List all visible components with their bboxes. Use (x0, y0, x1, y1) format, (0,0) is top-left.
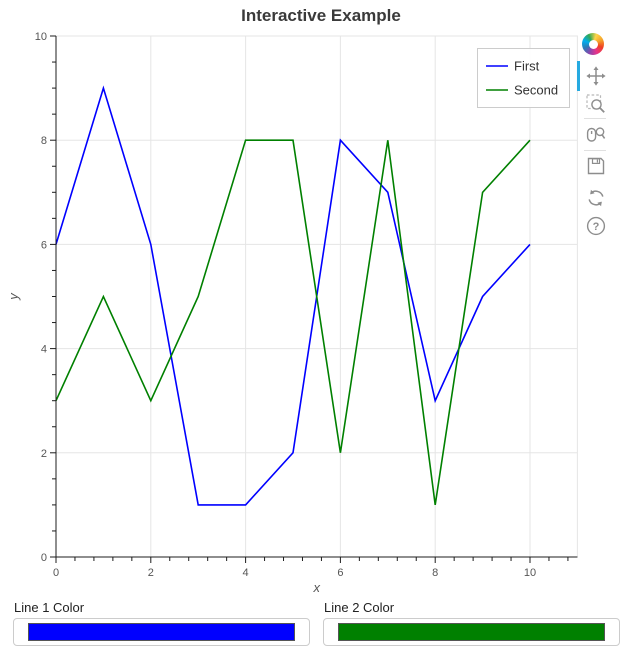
line1-color-label: Line 1 Color (14, 600, 85, 615)
box-zoom-icon (586, 94, 605, 113)
series-line-second (55, 139, 531, 506)
box-zoom-tool-button[interactable] (582, 90, 610, 118)
help-icon: ? (586, 216, 606, 236)
wheel-zoom-tool-button[interactable] (582, 120, 610, 148)
y-tick-label: 4 (41, 344, 47, 356)
line2-color-widget: Line 2 Color (323, 599, 620, 646)
help-tool-button[interactable]: ? (582, 212, 610, 240)
axes (50, 35, 578, 563)
chart-title: Interactive Example (241, 6, 401, 25)
x-tick-label: 0 (53, 567, 59, 579)
y-axis-label: y (6, 292, 21, 301)
y-tick-label: 8 (41, 135, 47, 147)
series-line-first (55, 85, 531, 506)
line1-color-picker[interactable] (13, 618, 310, 646)
svg-text:?: ? (593, 221, 600, 233)
plot-area[interactable]: 0 2 4 6 8 10 0 2 4 6 8 10 x y First Second (0, 0, 642, 598)
reset-tool-button[interactable] (582, 184, 610, 212)
reset-icon (588, 189, 604, 207)
y-tick-label: 10 (35, 31, 47, 43)
legend: First Second (477, 48, 570, 108)
toolbar-divider (584, 150, 606, 151)
wheel-zoom-icon (586, 127, 606, 142)
y-tick-label: 6 (41, 239, 47, 251)
x-tick-label: 8 (432, 567, 438, 579)
save-tool-button[interactable] (582, 152, 610, 180)
tick-labels: 0 2 4 6 8 10 0 2 4 6 8 10 (35, 31, 536, 579)
legend-box (477, 48, 570, 108)
x-tick-label: 2 (148, 567, 154, 579)
pan-tool-button[interactable] (582, 62, 610, 90)
line1-color-widget: Line 1 Color (13, 599, 310, 646)
line2-color-picker[interactable] (323, 618, 620, 646)
active-tool-indicator (577, 61, 580, 91)
y-tick-label: 2 (41, 448, 47, 460)
x-tick-label: 10 (524, 567, 536, 579)
x-tick-label: 4 (243, 567, 249, 579)
toolbar-divider (584, 118, 606, 119)
legend-label: Second (514, 83, 558, 98)
save-icon (587, 157, 605, 175)
line2-color-label: Line 2 Color (324, 600, 395, 615)
pan-icon (586, 66, 606, 86)
x-axis-label: x (312, 580, 320, 595)
x-tick-label: 6 (337, 567, 343, 579)
legend-label: First (514, 59, 540, 74)
y-tick-label: 0 (41, 552, 47, 564)
bokeh-logo[interactable] (582, 33, 604, 55)
bokeh-logo-hole (588, 39, 598, 49)
line1-color-swatch (28, 623, 295, 641)
line2-color-swatch (338, 623, 605, 641)
